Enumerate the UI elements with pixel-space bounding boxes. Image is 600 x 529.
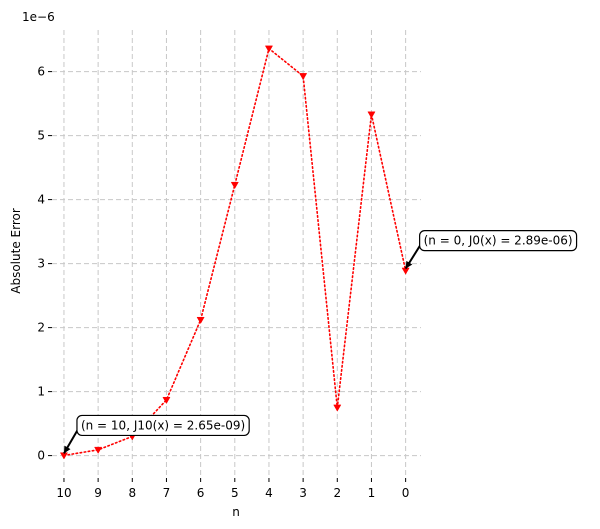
annotation-arrowhead	[63, 445, 71, 454]
series-line	[63, 47, 407, 457]
y-tick-label: 4	[37, 193, 45, 207]
data-point-marker	[196, 316, 205, 325]
y-tick-label: 5	[37, 129, 45, 143]
y-tick-label: 2	[37, 321, 45, 335]
y-tick-label: 1	[37, 385, 45, 399]
annotation-box	[76, 414, 250, 437]
annotations: (n = 10, J10(x) = 2.65e-09) (n = 0, J0(x)…	[63, 230, 578, 454]
y-tick-label: 3	[37, 257, 45, 271]
annotation-text: (n = 0, J0(x) = 2.89e-06)	[424, 234, 573, 248]
data-point-marker	[299, 73, 308, 81]
series-polyline	[63, 47, 407, 457]
x-tick-label: 8	[128, 486, 136, 500]
annotation: (n = 0, J0(x) = 2.89e-06)	[404, 230, 578, 270]
x-tick-label: 5	[231, 486, 239, 500]
annotation-arrowhead	[405, 260, 413, 269]
y-offset-label: 1e−6	[22, 10, 55, 24]
data-point-marker	[230, 181, 239, 189]
annotation-text: (n = 10, J10(x) = 2.65e-09)	[81, 418, 245, 432]
y-tick-label: 6	[37, 65, 45, 79]
data-point-marker	[401, 267, 410, 275]
x-tick-label: 2	[333, 486, 341, 500]
data-point-marker	[333, 404, 342, 412]
annotation: (n = 10, J10(x) = 2.65e-09)	[63, 414, 250, 454]
x-tick-label: 6	[197, 486, 205, 500]
x-tick-label: 1	[368, 486, 376, 500]
data-point-marker	[94, 446, 103, 454]
data-point-marker	[264, 45, 273, 53]
data-point-marker	[162, 396, 171, 405]
x-tick-label: 9	[94, 486, 102, 500]
x-tick-label: 3	[299, 486, 307, 500]
y-axis-label: Absolute Error	[9, 208, 23, 294]
x-tick-label: 4	[265, 486, 273, 500]
annotation-box	[419, 230, 578, 252]
x-axis-label: n	[232, 505, 240, 519]
x-tick-label: 0	[402, 486, 410, 500]
grid	[52, 30, 421, 478]
y-tick-label: 0	[37, 449, 45, 463]
x-tick-label: 10	[56, 486, 71, 500]
x-tick-label: 7	[163, 486, 171, 500]
series-markers	[59, 45, 410, 460]
data-point-marker	[367, 111, 376, 119]
